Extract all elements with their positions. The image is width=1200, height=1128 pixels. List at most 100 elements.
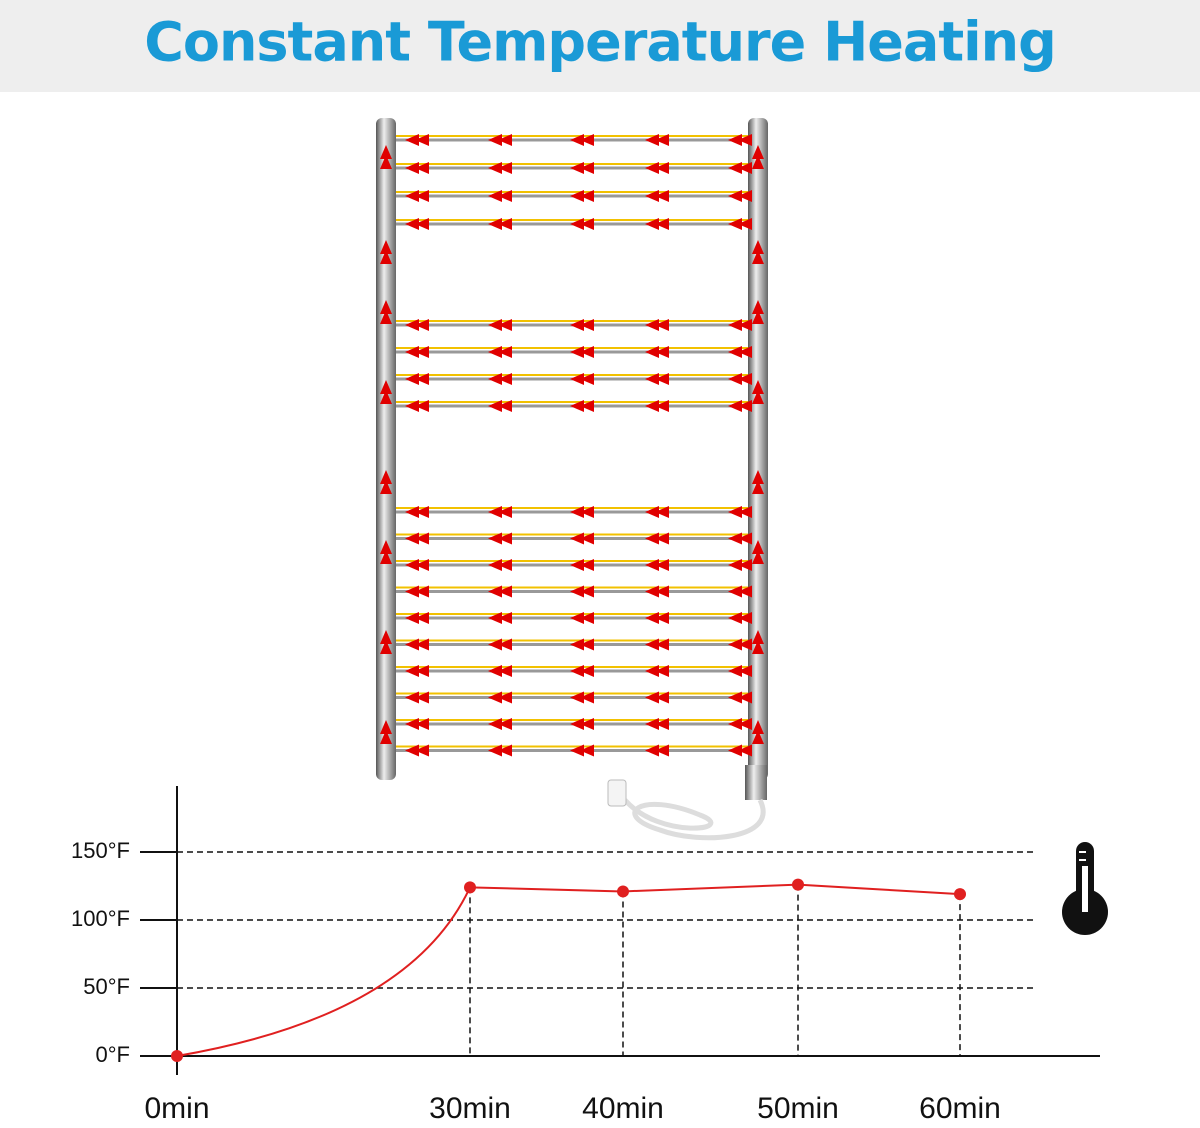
- heat-arrow: [752, 470, 764, 494]
- heat-arrow: [728, 744, 752, 757]
- heat-arrow: [645, 400, 669, 412]
- heat-arrow: [728, 638, 752, 651]
- heat-arrow: [380, 720, 392, 744]
- y-tick-label: 0°F: [96, 1042, 130, 1067]
- heat-arrow: [752, 540, 764, 564]
- heat-arrow: [405, 532, 429, 545]
- heat-arrow: [728, 665, 752, 677]
- heat-arrow: [570, 346, 594, 358]
- heat-arrow: [570, 718, 594, 730]
- heat-arrow: [570, 319, 594, 331]
- heat-arrow: [570, 400, 594, 412]
- heat-arrow: [752, 145, 764, 169]
- heat-arrow: [488, 744, 512, 757]
- heat-arrow: [488, 162, 512, 174]
- y-tick-label: 100°F: [71, 906, 130, 931]
- heat-arrow: [645, 744, 669, 757]
- x-tick-label: 0min: [144, 1092, 209, 1125]
- heat-arrow: [728, 190, 752, 202]
- heat-arrow: [488, 319, 512, 331]
- heat-arrow: [645, 346, 669, 358]
- heat-arrow: [405, 612, 429, 624]
- heat-arrow: [752, 240, 764, 264]
- x-tick-label: 30min: [429, 1092, 511, 1125]
- heat-arrow: [728, 346, 752, 358]
- cable: [623, 798, 766, 841]
- heat-arrow: [405, 559, 429, 571]
- heat-arrow: [488, 612, 512, 624]
- y-tick-label: 150°F: [71, 838, 130, 863]
- heat-arrow: [405, 585, 429, 598]
- heat-arrow: [645, 691, 669, 704]
- heat-arrow: [752, 300, 764, 324]
- x-tick-label: 50min: [757, 1092, 839, 1125]
- heat-arrow: [488, 373, 512, 385]
- heat-arrow: [645, 162, 669, 174]
- heat-arrow: [645, 218, 669, 230]
- heat-arrow: [645, 506, 669, 518]
- heat-arrow: [405, 691, 429, 704]
- heat-arrow: [488, 218, 512, 230]
- heat-arrow: [752, 380, 764, 404]
- heat-arrow: [405, 319, 429, 331]
- heat-arrow: [570, 691, 594, 704]
- heat-arrow: [570, 585, 594, 598]
- heat-arrow: [380, 240, 392, 264]
- heat-arrow: [645, 585, 669, 598]
- heat-arrow: [380, 300, 392, 324]
- heat-arrow: [645, 190, 669, 202]
- data-point: [954, 888, 966, 901]
- heat-arrow: [488, 691, 512, 704]
- heat-arrow: [380, 630, 392, 654]
- heat-arrow: [728, 373, 752, 385]
- data-point: [617, 885, 629, 898]
- heat-arrow: [728, 718, 752, 730]
- heat-arrow: [488, 718, 512, 730]
- series-line: [176, 883, 961, 1057]
- heat-arrow: [570, 506, 594, 518]
- heat-arrow: [570, 638, 594, 651]
- heat-arrow: [405, 190, 429, 202]
- heat-arrow: [728, 506, 752, 518]
- heat-arrow: [380, 470, 392, 494]
- heat-arrow: [645, 638, 669, 651]
- heat-arrow: [488, 134, 512, 146]
- rail: [748, 118, 768, 780]
- heat-arrow: [405, 718, 429, 730]
- heat-arrow: [570, 612, 594, 624]
- heat-arrow: [405, 373, 429, 385]
- heat-arrow: [645, 665, 669, 677]
- heat-arrow: [405, 744, 429, 757]
- heat-arrow: [380, 380, 392, 404]
- heat-arrow: [728, 559, 752, 571]
- plug-housing: [745, 765, 767, 800]
- heat-arrow: [728, 162, 752, 174]
- heat-arrow: [405, 346, 429, 358]
- heat-arrow: [728, 218, 752, 230]
- heat-arrow: [405, 638, 429, 651]
- heat-arrow: [752, 630, 764, 654]
- data-point: [464, 881, 476, 894]
- heat-arrow: [380, 145, 392, 169]
- heat-arrow: [488, 559, 512, 571]
- heat-arrow: [405, 134, 429, 146]
- rail: [376, 118, 396, 780]
- data-point: [171, 1050, 183, 1062]
- thermometer-icon: [1062, 842, 1108, 935]
- heat-arrow: [728, 134, 752, 146]
- heat-arrow: [645, 532, 669, 545]
- heat-arrow: [488, 400, 512, 412]
- heat-arrow: [645, 319, 669, 331]
- heat-arrow: [488, 585, 512, 598]
- heat-arrow: [570, 559, 594, 571]
- chart-title: Constant Temperature Heating: [144, 11, 1056, 74]
- heat-arrow: [488, 532, 512, 545]
- heat-arrow: [645, 559, 669, 571]
- data-point: [792, 878, 804, 891]
- heat-arrow: [488, 346, 512, 358]
- heat-arrow: [570, 373, 594, 385]
- heat-arrow: [728, 319, 752, 331]
- x-tick-label: 40min: [582, 1092, 664, 1125]
- heat-arrow: [488, 638, 512, 651]
